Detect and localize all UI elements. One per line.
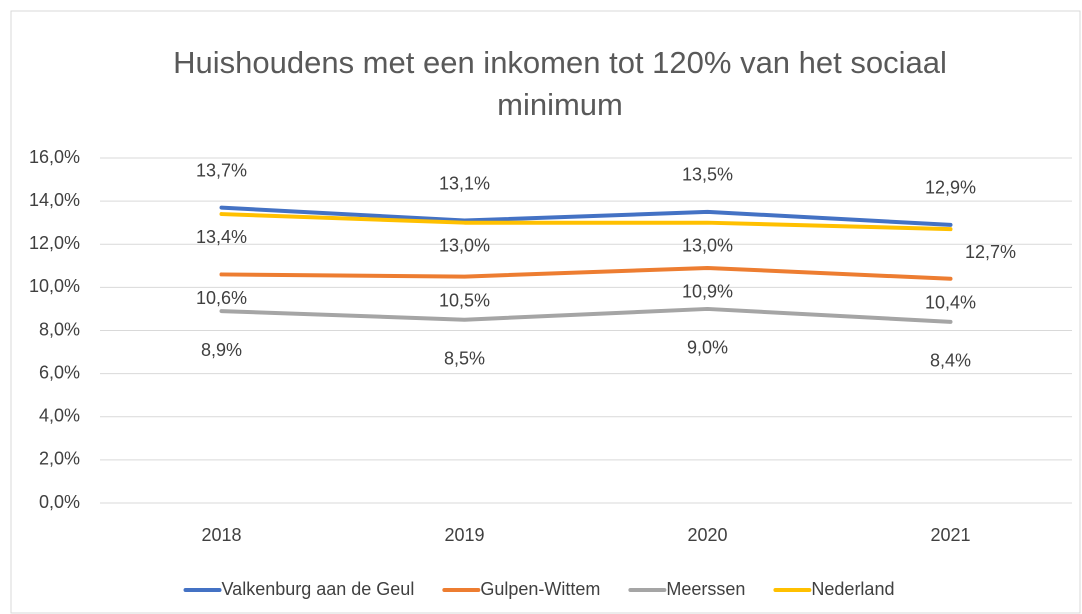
- x-tick-label: 2020: [687, 525, 727, 545]
- data-label: 13,4%: [196, 227, 247, 247]
- series-line: [219, 306, 953, 324]
- y-tick-label: 0,0%: [39, 492, 80, 512]
- data-label: 10,5%: [439, 290, 490, 310]
- legend-label: Nederland: [811, 579, 894, 599]
- data-label: 13,5%: [682, 165, 733, 185]
- x-tick-label: 2018: [201, 525, 241, 545]
- data-label: 10,4%: [925, 293, 976, 313]
- data-label: 12,7%: [965, 242, 1016, 262]
- legend-label: Meerssen: [666, 579, 745, 599]
- chart-frame: [10, 10, 1081, 614]
- y-tick-label: 12,0%: [29, 233, 80, 253]
- data-label: 8,4%: [930, 351, 971, 371]
- y-tick-label: 10,0%: [29, 276, 80, 296]
- data-label: 13,0%: [439, 235, 490, 255]
- y-tick-label: 8,0%: [39, 319, 80, 339]
- data-label: 12,9%: [925, 178, 976, 198]
- y-tick-label: 4,0%: [39, 406, 80, 426]
- y-tick-label: 16,0%: [29, 147, 80, 167]
- data-label: 10,9%: [682, 282, 733, 302]
- series-line: [219, 212, 953, 232]
- data-label: 13,7%: [196, 160, 247, 180]
- legend-label: Valkenburg aan de Geul: [222, 579, 415, 599]
- series-line: [219, 265, 953, 281]
- data-label: 8,5%: [444, 348, 485, 368]
- y-tick-label: 6,0%: [39, 362, 80, 382]
- x-tick-label: 2021: [930, 525, 970, 545]
- y-tick-label: 2,0%: [39, 449, 80, 469]
- y-tick-label: 14,0%: [29, 190, 80, 210]
- chart-title: Huishoudens met een inkomen tot 120% van…: [173, 45, 947, 122]
- data-label: 10,6%: [196, 288, 247, 308]
- x-tick-label: 2019: [444, 525, 484, 545]
- legend-label: Gulpen-Wittem: [480, 579, 600, 599]
- data-label: 8,9%: [201, 340, 242, 360]
- data-label: 13,0%: [682, 235, 733, 255]
- data-label: 13,1%: [439, 173, 490, 193]
- data-label: 9,0%: [687, 338, 728, 358]
- series-line: [219, 205, 953, 227]
